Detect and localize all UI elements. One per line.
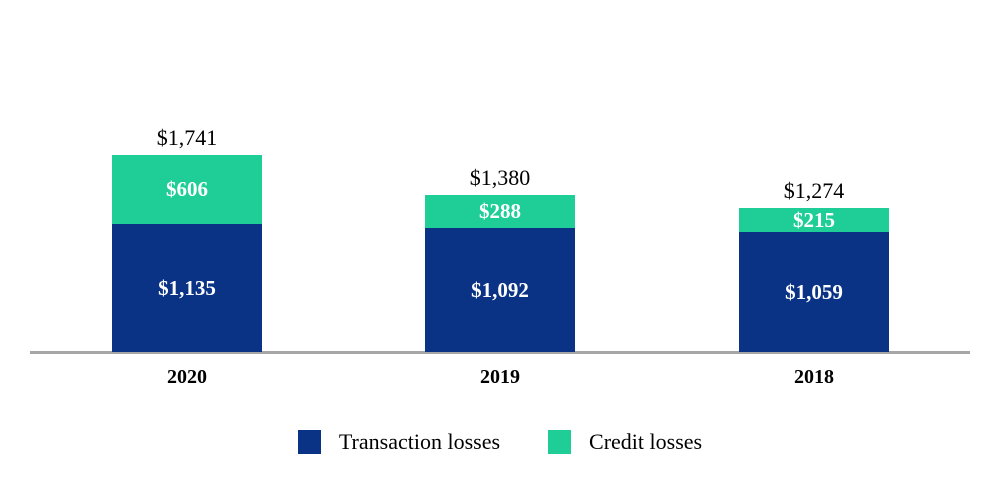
plot-area: $1,741 $606 $1,135 $1,380 $288 $1,092 — [30, 125, 970, 354]
bar-total-label: $1,274 — [783, 178, 845, 203]
x-axis-label-2019: 2019 — [480, 366, 520, 388]
bar-segment-credit-losses: $288 — [425, 195, 575, 228]
legend-swatch-credit-losses — [548, 430, 572, 454]
legend-item-transaction-losses: Transaction losses — [297, 429, 501, 455]
bar-total-label: $1,741 — [156, 125, 218, 150]
legend-item-credit-losses: Credit losses — [548, 429, 702, 455]
segment-value-label: $288 — [479, 199, 521, 223]
x-axis-labels: 2020 2019 2018 — [0, 366, 1000, 396]
bar-segment-credit-losses: $215 — [739, 208, 889, 232]
bar-total-label: $1,380 — [469, 165, 531, 190]
segment-value-label: $1,092 — [471, 277, 529, 302]
x-axis-label-2020: 2020 — [167, 366, 207, 388]
legend: Transaction losses Credit losses — [0, 429, 1000, 455]
bar-segment-transaction-losses: $1,092 — [425, 228, 575, 352]
bar-segment-transaction-losses: $1,059 — [739, 232, 889, 352]
bar-group-2018: $1,274 $215 $1,059 — [739, 178, 889, 352]
legend-label: Transaction losses — [338, 429, 501, 454]
segment-value-label: $1,135 — [158, 275, 216, 300]
x-axis-line — [30, 351, 970, 354]
bar-stack: $288 $1,092 — [425, 195, 575, 352]
bar-segment-transaction-losses: $1,135 — [112, 224, 262, 352]
segment-value-label: $606 — [166, 177, 208, 201]
bar-group-2019: $1,380 $288 $1,092 — [425, 165, 575, 352]
legend-swatch-transaction-losses — [297, 430, 321, 454]
segment-value-label: $215 — [793, 207, 835, 232]
bar-segment-credit-losses: $606 — [112, 155, 262, 224]
bar-group-2020: $1,741 $606 $1,135 — [112, 125, 262, 352]
bar-stack: $215 $1,059 — [739, 208, 889, 352]
segment-value-label: $1,059 — [785, 279, 843, 304]
legend-label: Credit losses — [589, 429, 703, 454]
bar-stack: $606 $1,135 — [112, 155, 262, 352]
x-axis-label-2018: 2018 — [794, 366, 834, 388]
